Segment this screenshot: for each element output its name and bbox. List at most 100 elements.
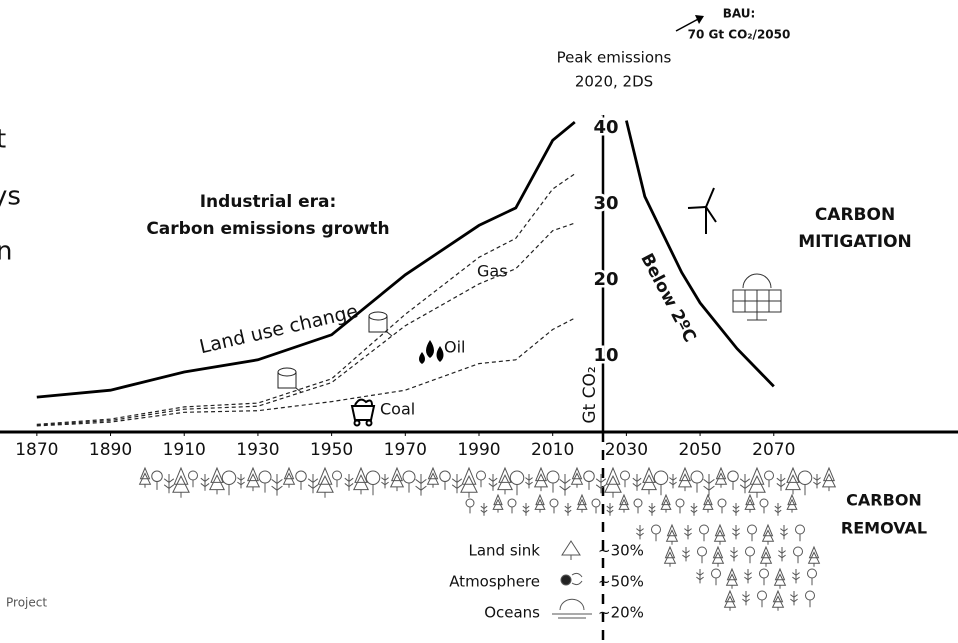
chart: Industrial era: Carbon emissions growth … <box>0 0 958 643</box>
mitigation-label: MITIGATION <box>798 232 912 252</box>
tree-icon <box>691 471 703 483</box>
fragment: Project <box>6 596 47 610</box>
tree-icon <box>535 495 545 513</box>
tree-icon <box>712 569 721 578</box>
tree-icon <box>493 495 503 513</box>
tree-icon <box>716 468 727 488</box>
tree-icon <box>222 471 236 485</box>
tree-icon <box>403 471 415 483</box>
series-label: Land use change <box>197 300 360 358</box>
tree-icon <box>317 468 333 498</box>
bau-label: 70 Gt CO₂/2050 <box>688 28 791 42</box>
tree-icon <box>715 525 726 545</box>
tree-icon <box>164 474 174 493</box>
tree-icon <box>652 525 661 534</box>
tree-icon <box>354 468 368 494</box>
tree-icon <box>777 474 785 491</box>
tree-icon <box>679 468 692 491</box>
tree-icon <box>661 495 671 513</box>
tree-icon <box>481 503 487 516</box>
wind-turbine-icon <box>688 188 716 234</box>
tree-icon <box>775 503 781 516</box>
tree-icon <box>786 468 800 494</box>
tree-icon <box>498 468 512 494</box>
tree-icon <box>201 474 209 491</box>
tree-icon <box>746 547 755 556</box>
tree-icon <box>210 468 224 494</box>
tree-icon <box>725 591 736 611</box>
x-tick-label: 1870 <box>15 440 58 460</box>
tree-icon <box>742 591 749 605</box>
tree-icon <box>596 474 606 493</box>
mitigation-label: CARBON <box>815 205 895 225</box>
ocean-icon <box>552 599 592 618</box>
x-tick-label: 2050 <box>678 440 721 460</box>
tree-icon <box>682 547 689 561</box>
tree-icon <box>667 525 678 545</box>
tree-icon <box>152 471 163 482</box>
tree-icon <box>237 474 244 488</box>
tree-icon <box>696 569 703 583</box>
tree-icon <box>642 468 656 494</box>
x-tick-label: 1970 <box>384 440 427 460</box>
tree-icon <box>718 499 726 507</box>
land-sink-icon <box>562 541 580 560</box>
tree-icon <box>284 468 295 488</box>
peak-label: Peak emissions <box>557 49 672 67</box>
tree-icon <box>333 471 342 480</box>
x-tick-label: 2070 <box>752 440 795 460</box>
series-label: Oil <box>444 338 465 357</box>
tree-icon <box>633 474 641 491</box>
tree-icon <box>823 468 836 491</box>
tree-icon <box>733 503 739 516</box>
fragment: t <box>0 125 6 155</box>
series-label: Gas <box>477 262 508 281</box>
tree-icon <box>744 569 751 583</box>
solar-icon <box>733 274 781 320</box>
series-label: Coal <box>380 400 415 419</box>
tree-icon <box>584 471 595 482</box>
tree-icon <box>296 471 307 482</box>
tree-icon <box>577 495 587 513</box>
tree-icon <box>665 547 676 567</box>
tree-icon <box>808 569 817 578</box>
tree-icon <box>607 503 613 516</box>
tree-icon <box>713 547 724 567</box>
tree-icon <box>547 471 559 483</box>
sink-share: ~50% <box>598 573 644 591</box>
fragment: ys <box>0 182 21 212</box>
pathway-label: Below 2ºC <box>636 250 699 345</box>
tree-icon <box>745 495 755 513</box>
tree-icon <box>189 471 198 480</box>
tree-icon <box>508 499 516 507</box>
atmosphere-icon <box>561 573 582 585</box>
tree-icon <box>758 591 767 600</box>
x-tick-label: 1990 <box>457 440 500 460</box>
sink-name: Atmosphere <box>449 573 540 591</box>
tree-icon <box>572 468 583 488</box>
tree-icon <box>727 569 738 589</box>
tree-icon <box>773 591 784 611</box>
tree-icon <box>634 499 642 507</box>
tree-icon <box>796 525 805 534</box>
sink-name: Oceans <box>484 604 540 622</box>
x-tick-label: 1890 <box>89 440 132 460</box>
tree-icon <box>345 474 353 491</box>
tree-icon <box>798 471 812 485</box>
tree-icon <box>636 525 643 539</box>
x-tick-label: 1910 <box>163 440 206 460</box>
sink-name: Land sink <box>468 542 540 560</box>
bau-label: BAU: <box>723 7 756 21</box>
tree-icon <box>704 474 715 496</box>
removal-label: CARBON <box>846 491 922 510</box>
tree-icon <box>391 468 404 491</box>
tree-icon <box>703 495 713 513</box>
tree-icon <box>416 474 427 496</box>
tree-icon <box>510 471 524 485</box>
tree-icon <box>565 503 571 516</box>
tree-icon <box>790 591 797 605</box>
tree-icon <box>775 569 786 589</box>
tree-icon <box>765 471 774 480</box>
tree-icon <box>619 495 629 513</box>
tree-icon <box>140 468 151 488</box>
